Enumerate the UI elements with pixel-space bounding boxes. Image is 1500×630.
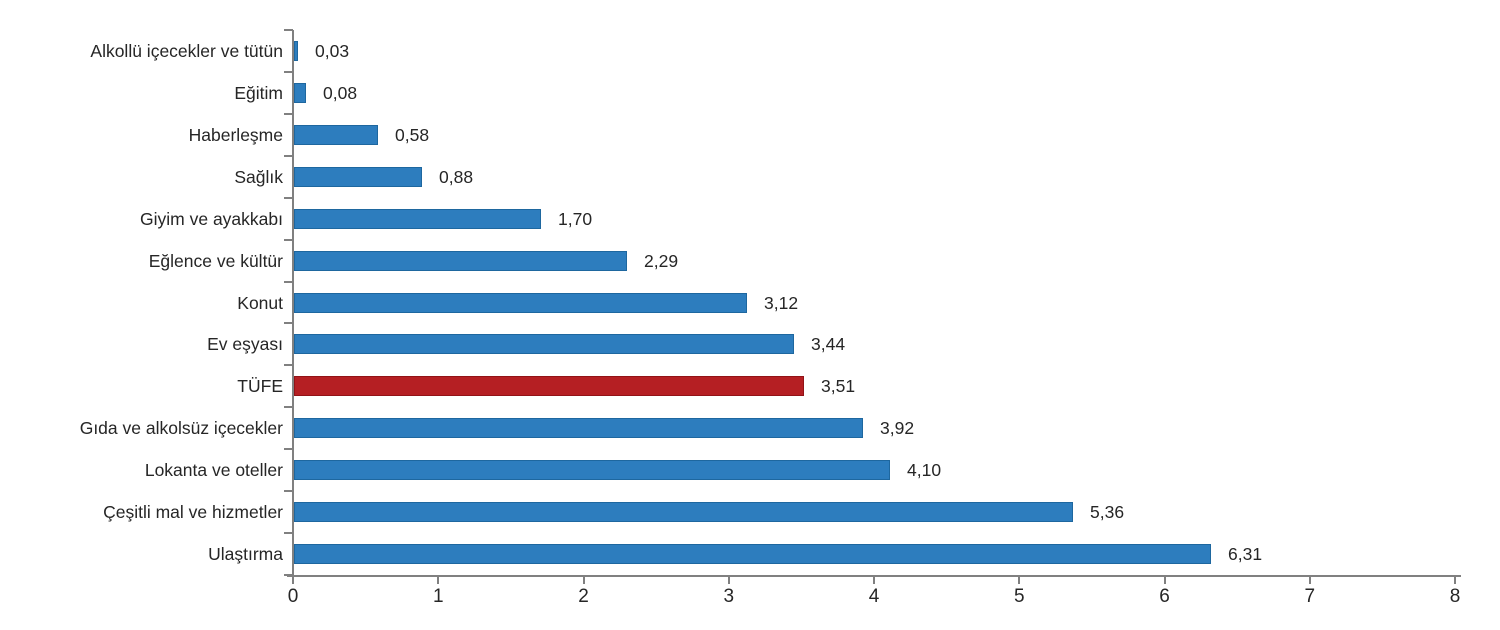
x-axis-tick: [1163, 577, 1166, 584]
bar: [294, 208, 541, 229]
x-axis-tick: [292, 577, 294, 584]
value-label: 0,58: [395, 124, 430, 145]
category-label: Ulaştırma: [208, 544, 283, 565]
value-label: 4,10: [907, 460, 942, 481]
bar: [294, 334, 794, 355]
x-axis-tick-label: 5: [1013, 586, 1025, 607]
x-axis-tick: [1308, 577, 1311, 584]
value-label: 6,31: [1228, 544, 1263, 565]
x-axis-tick: [437, 577, 440, 584]
bar: [294, 40, 298, 61]
x-axis-tick-label: 1: [432, 586, 444, 607]
value-label: 0,08: [323, 82, 358, 103]
x-axis-tick: [1454, 577, 1456, 584]
x-axis-tick-label: 2: [578, 586, 589, 607]
y-axis-tick: [284, 29, 293, 31]
x-axis-tick-label: 3: [723, 586, 735, 607]
category-label: Giyim ve ayakkabı: [140, 208, 283, 229]
bar: [294, 166, 422, 187]
category-label: Eğlence ve kültür: [148, 250, 283, 271]
value-label: 5,36: [1090, 502, 1125, 523]
category-label: Lokanta ve oteller: [144, 460, 283, 481]
category-label: Konut: [237, 292, 283, 313]
y-axis-tick: [284, 406, 293, 409]
category-label: Sağlık: [234, 166, 283, 187]
y-axis-tick: [284, 196, 293, 199]
x-axis-tick-label: 4: [868, 586, 880, 607]
value-label: 3,12: [764, 292, 799, 313]
y-axis-tick: [284, 490, 293, 493]
category-label: Gıda ve alkolsüz içecekler: [79, 418, 283, 439]
category-label: Eğitim: [234, 82, 283, 103]
x-axis-tick-label: 8: [1449, 586, 1461, 607]
bar: [294, 82, 306, 103]
category-label: Alkollü içecekler ve tütün: [90, 40, 283, 61]
bar: [294, 544, 1211, 565]
x-axis-tick: [582, 577, 585, 584]
category-label: Ev eşyası: [207, 334, 283, 355]
x-axis-tick-label: 7: [1304, 586, 1316, 607]
value-label: 0,03: [315, 40, 350, 61]
y-axis-tick: [284, 364, 293, 367]
y-axis-tick: [284, 448, 293, 451]
y-axis-tick: [284, 322, 293, 325]
value-label: 3,44: [811, 334, 846, 355]
value-label: 1,70: [558, 208, 593, 229]
x-axis-tick-label: 6: [1159, 586, 1170, 607]
x-axis-line: [287, 575, 1461, 577]
bar: [294, 418, 863, 439]
bar: [294, 460, 890, 481]
category-label: TÜFE: [237, 376, 283, 397]
bar: [294, 250, 627, 271]
x-axis-tick: [873, 577, 875, 584]
y-axis-tick: [284, 238, 293, 241]
y-axis-line: [292, 30, 294, 577]
y-axis-tick: [284, 574, 293, 576]
value-label: 0,88: [439, 166, 474, 187]
x-axis-tick: [1018, 577, 1021, 584]
category-label: Haberleşme: [188, 124, 283, 145]
y-axis-tick: [284, 280, 293, 283]
category-label: Çeşitli mal ve hizmetler: [103, 502, 283, 523]
bar: [294, 124, 378, 145]
value-label: 3,92: [880, 418, 915, 439]
x-axis-tick: [727, 577, 730, 584]
y-axis-tick: [284, 532, 293, 535]
bar: [294, 292, 747, 313]
y-axis-tick: [284, 154, 293, 157]
y-axis-tick: [284, 112, 293, 115]
value-label: 3,51: [821, 376, 856, 397]
value-label: 2,29: [644, 250, 679, 271]
bar: [294, 502, 1073, 523]
x-axis-tick-label: 0: [287, 586, 299, 607]
y-axis-tick: [284, 70, 293, 73]
bar-highlight-tufe: [294, 376, 804, 397]
